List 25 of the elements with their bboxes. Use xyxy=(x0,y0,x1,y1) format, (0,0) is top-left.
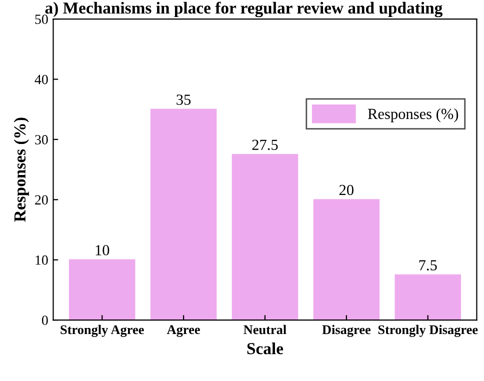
bar xyxy=(68,259,136,320)
x-tick-label: Disagree xyxy=(322,324,371,337)
y-tick-label: 30 xyxy=(35,135,48,144)
bar xyxy=(150,108,217,320)
y-tick-label: 20 xyxy=(35,195,48,205)
data-label: 27.5 xyxy=(252,140,278,150)
x-axis-title: Scale xyxy=(247,342,284,354)
y-tick-label: 0 xyxy=(42,316,48,325)
legend-label: Responses (%) xyxy=(368,108,458,122)
x-tick-label: Neutral xyxy=(244,324,286,334)
bar xyxy=(232,154,298,320)
x-tick-label: Strongly Agree xyxy=(60,324,144,337)
data-label: 35 xyxy=(176,94,191,105)
data-label: 20 xyxy=(339,184,354,196)
y-tick-label: 50 xyxy=(35,14,48,24)
chart-title: a) Mechanisms in place for regular review and updating xyxy=(45,2,442,18)
data-label: 10 xyxy=(96,245,110,256)
y-tick-label: 10 xyxy=(36,255,48,265)
bar xyxy=(394,274,462,320)
data-label: 7.5 xyxy=(419,260,437,270)
y-tick-label: 40 xyxy=(34,74,48,84)
y-axis-title: Responses (%) xyxy=(14,118,29,222)
x-tick-label: Agree xyxy=(166,325,200,337)
x-tick-label: Strongly Disagree xyxy=(378,324,478,337)
bar xyxy=(313,199,380,320)
